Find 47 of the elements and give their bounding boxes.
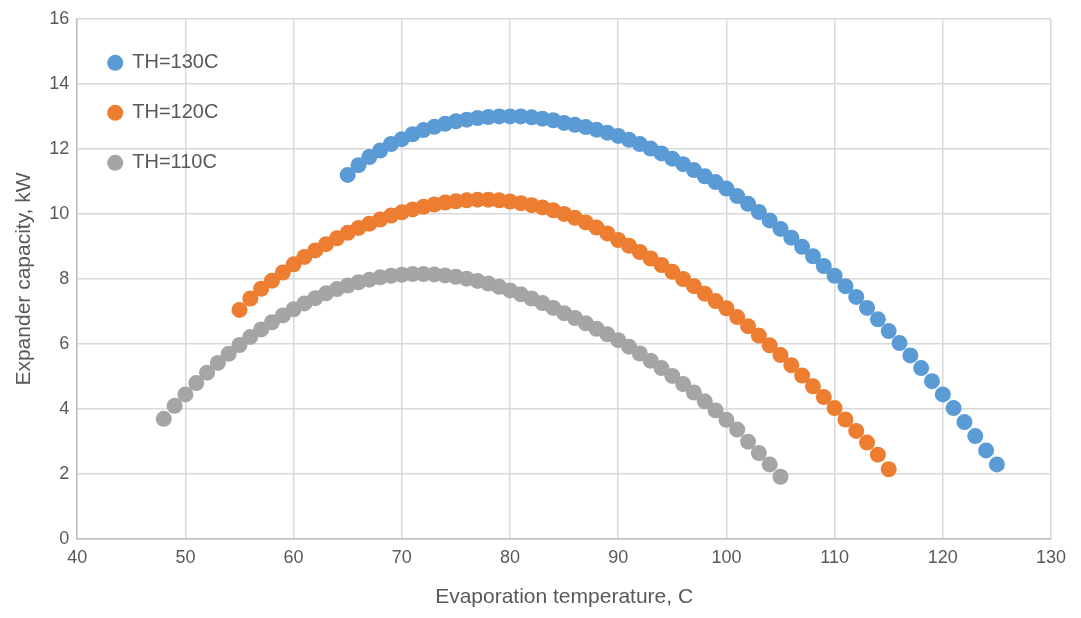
point: [675, 376, 692, 393]
point: [740, 433, 757, 450]
point: [664, 367, 681, 384]
x-tick-label: 50: [175, 546, 196, 567]
y-tick-label: 12: [49, 137, 70, 158]
point: [642, 352, 659, 369]
point: [231, 337, 248, 354]
y-tick-label: 2: [59, 463, 70, 484]
point: [166, 397, 183, 414]
point: [718, 411, 735, 428]
point: [750, 445, 767, 462]
y-tick-label: 10: [49, 202, 70, 223]
point: [209, 354, 226, 371]
y-tick-label: 14: [49, 72, 70, 93]
y-tick-label: 6: [59, 333, 70, 354]
y-tick-label: 16: [49, 7, 70, 28]
point: [729, 421, 746, 438]
point: [653, 360, 670, 377]
x-tick-label: 130: [1035, 546, 1067, 567]
x-tick-label: 90: [608, 546, 629, 567]
point: [188, 375, 205, 392]
x-tick-label: 120: [927, 546, 958, 567]
point: [253, 321, 270, 338]
x-tick-label: 40: [67, 546, 88, 567]
y-tick-label: 0: [59, 528, 70, 549]
point: [199, 364, 216, 381]
point: [242, 328, 259, 345]
point: [696, 393, 713, 410]
y-axis-title: Expander capacity, kW: [11, 172, 35, 386]
x-tick-label: 80: [500, 546, 521, 567]
point: [772, 468, 789, 485]
point: [220, 345, 237, 362]
x-tick-label: 100: [711, 546, 742, 567]
point: [177, 386, 194, 403]
x-tick-label: 60: [283, 546, 304, 567]
y-tick-label: 4: [59, 398, 70, 419]
x-axis-title: Evaporation temperature, C: [435, 584, 694, 608]
legend-label: TH=130C: [132, 50, 219, 73]
x-tick-label: 70: [391, 546, 412, 567]
legend-label: TH=120C: [132, 100, 219, 123]
x-tick-label: 110: [820, 546, 849, 567]
point: [155, 410, 172, 427]
point: [707, 402, 724, 419]
point: [685, 384, 702, 401]
point: [761, 456, 778, 473]
y-tick-label: 8: [59, 267, 70, 288]
legend-label: TH=110C: [132, 150, 217, 173]
